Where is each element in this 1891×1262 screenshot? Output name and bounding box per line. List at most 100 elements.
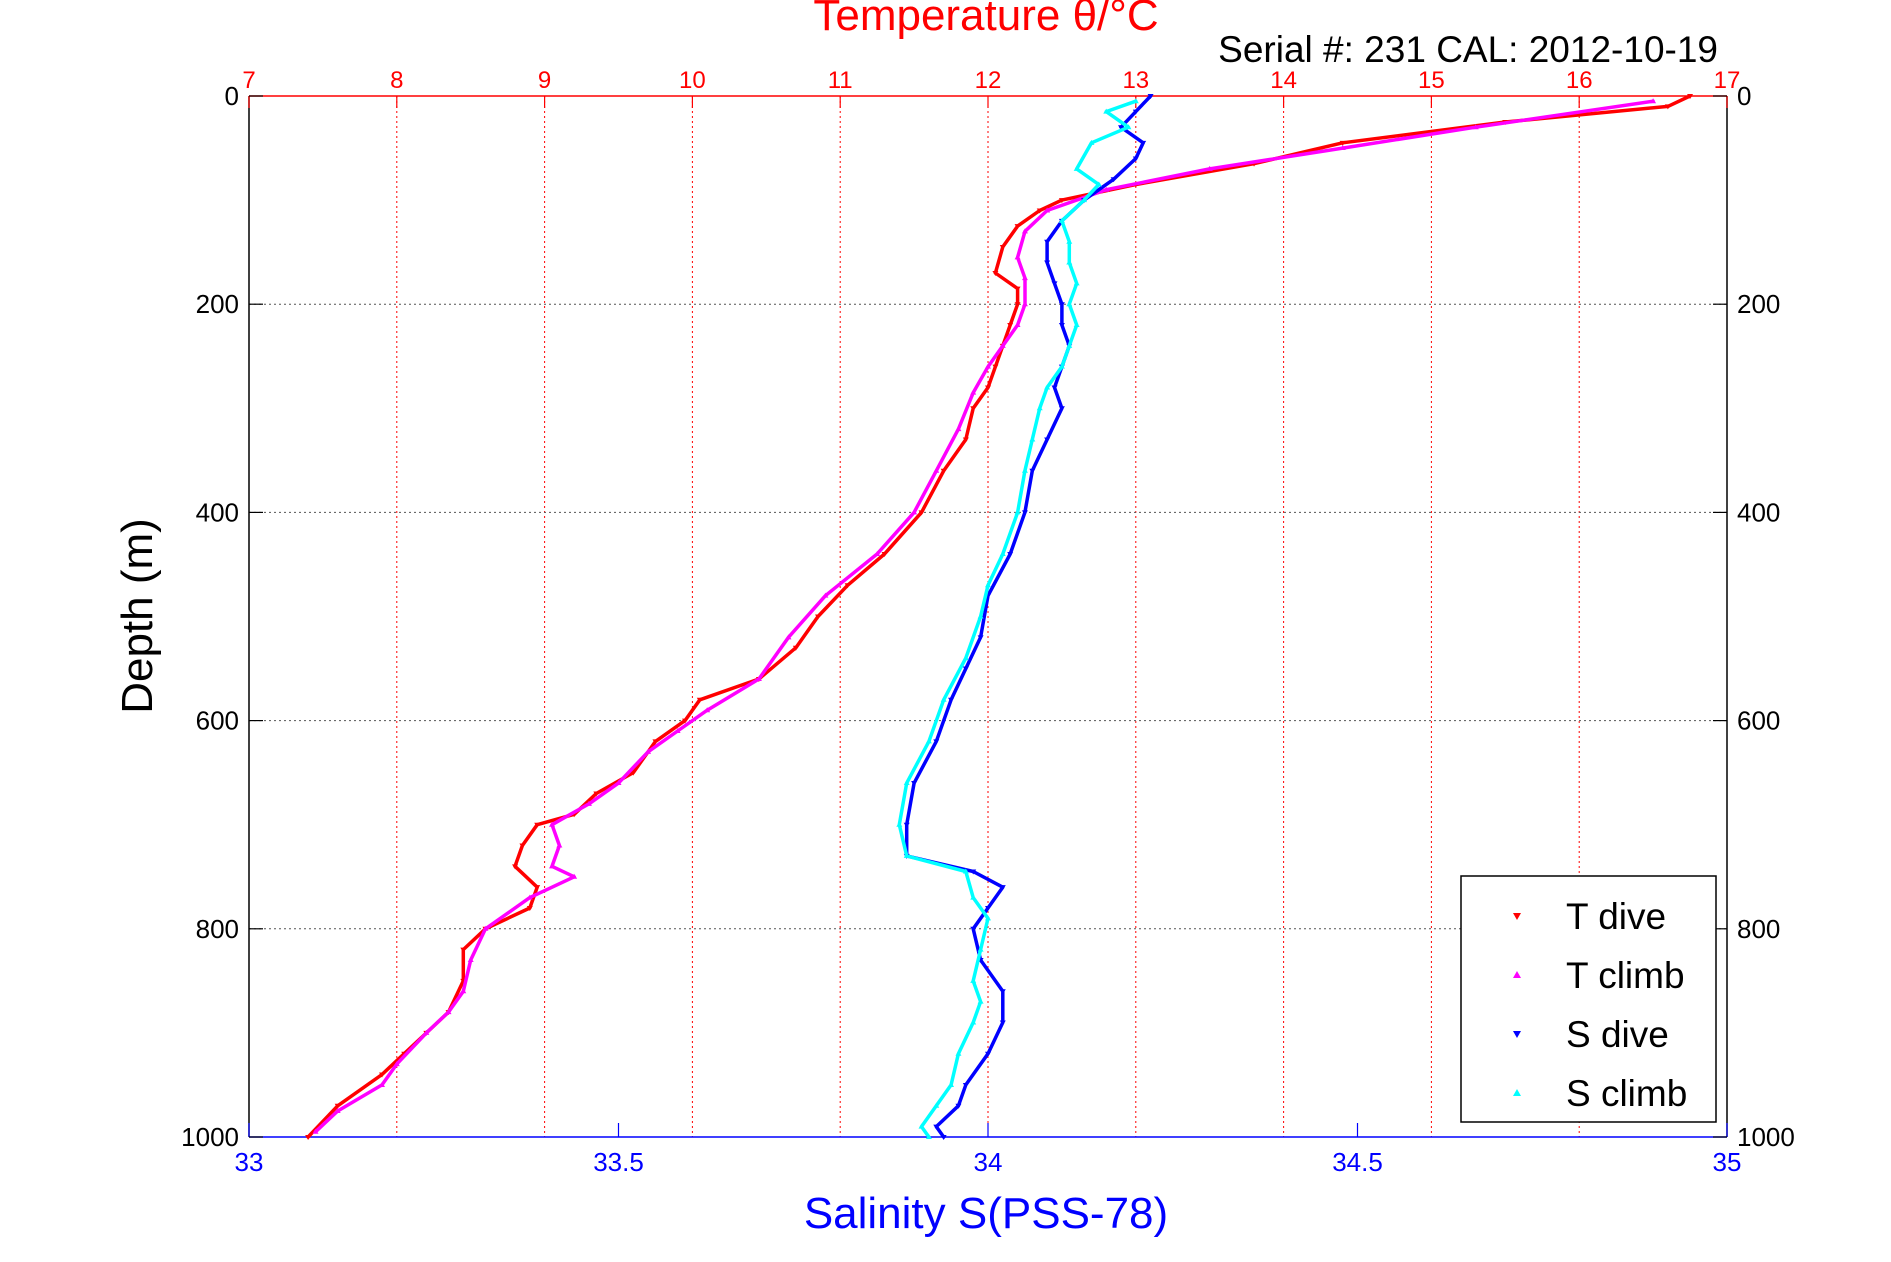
data-point: [445, 1009, 452, 1015]
top-tick-label: 15: [1418, 67, 1445, 94]
data-point: [682, 718, 689, 724]
data-point: [1650, 98, 1657, 104]
data-point: [999, 342, 1006, 348]
data-point: [1058, 198, 1065, 204]
data-point: [1044, 239, 1051, 245]
data-point: [755, 675, 762, 681]
data-point: [999, 885, 1006, 891]
bottom-tick-label: 33.5: [593, 1147, 644, 1177]
data-point: [512, 864, 519, 870]
legend-entry-label: T climb: [1566, 955, 1685, 996]
series-s-climb: [896, 98, 1139, 1139]
data-point: [482, 925, 489, 931]
data-point: [1095, 181, 1102, 187]
data-point: [896, 821, 903, 827]
top-tick-label: 12: [975, 67, 1002, 94]
data-point: [548, 821, 555, 827]
data-point: [1014, 286, 1021, 292]
data-point: [1132, 98, 1139, 104]
data-point: [792, 645, 799, 651]
right-tick-label: 400: [1737, 497, 1780, 527]
data-point: [1014, 509, 1021, 515]
data-point: [1029, 436, 1036, 442]
right-tick-label: 600: [1737, 706, 1780, 736]
data-point: [1007, 552, 1014, 558]
legend-marker: [1513, 1089, 1521, 1096]
data-point: [977, 946, 984, 952]
data-point: [534, 822, 541, 828]
data-point: [571, 873, 578, 879]
data-point: [379, 1072, 386, 1078]
data-point: [305, 1135, 312, 1140]
data-point: [704, 707, 711, 713]
data-point: [1014, 224, 1021, 230]
data-point: [1044, 384, 1051, 390]
data-point: [393, 1061, 400, 1067]
data-point: [977, 998, 984, 1004]
top-tick-label: 17: [1714, 67, 1741, 94]
legend-entry-label: T dive: [1566, 896, 1666, 937]
data-point: [1132, 109, 1139, 115]
data-point: [1021, 228, 1028, 234]
data-point: [933, 1102, 940, 1108]
bottom-tick-label: 35: [1713, 1147, 1742, 1177]
left-tick-label: 0: [225, 81, 239, 111]
data-point: [696, 697, 703, 703]
data-point: [1014, 322, 1021, 328]
data-point: [460, 947, 467, 953]
data-point: [977, 613, 984, 619]
series-s-dive: [903, 94, 1154, 1140]
data-point: [925, 738, 932, 744]
top-tick-label: 9: [538, 67, 551, 94]
data-point: [933, 1124, 940, 1130]
legend-marker: [1513, 971, 1521, 978]
data-point: [1339, 145, 1346, 151]
legend-marker: [1513, 1031, 1521, 1038]
legend-entry-label: S climb: [1566, 1073, 1687, 1114]
data-point: [1687, 94, 1694, 99]
data-point: [1664, 104, 1671, 110]
data-point: [955, 1050, 962, 1056]
top-tick-label: 11: [828, 67, 853, 94]
data-point: [999, 551, 1006, 557]
data-point: [962, 655, 969, 661]
bottom-tick-label: 33: [235, 1147, 264, 1177]
legend-box: [1460, 875, 1717, 1123]
data-point: [1036, 208, 1043, 214]
data-point: [1103, 186, 1110, 192]
data-point: [925, 1134, 932, 1139]
data-point: [1066, 301, 1073, 307]
data-point: [999, 244, 1006, 250]
data-point: [1021, 467, 1028, 473]
right-tick-label: 1000: [1737, 1122, 1795, 1152]
data-point: [460, 988, 467, 994]
data-point: [785, 634, 792, 640]
data-point: [1081, 197, 1088, 203]
data-point: [970, 1019, 977, 1025]
data-point: [1110, 177, 1117, 183]
data-point: [970, 869, 977, 875]
data-point: [615, 780, 622, 786]
data-point: [962, 437, 969, 443]
data-point: [903, 822, 910, 828]
data-point: [985, 1051, 991, 1057]
legend-marker: [1513, 913, 1521, 920]
x-axis-label: Salinity S(PSS-78): [804, 1189, 1168, 1238]
data-point: [1021, 275, 1028, 281]
data-point: [519, 843, 526, 849]
data-point: [1206, 165, 1213, 171]
data-point: [881, 552, 888, 558]
data-point: [985, 915, 991, 921]
data-point: [1073, 322, 1080, 328]
data-point: [652, 739, 659, 745]
data-point: [1103, 108, 1110, 114]
chart-subtitle: Serial #: 231 CAL: 2012-10-19: [1218, 29, 1718, 70]
left-tick-label: 200: [196, 289, 239, 319]
data-point: [903, 780, 910, 786]
bottom-tick-label: 34: [974, 1147, 1003, 1177]
data-point: [593, 791, 600, 797]
data-point: [1051, 281, 1058, 287]
series-line: [306, 94, 1692, 1139]
data-point: [1058, 363, 1065, 369]
data-point: [985, 582, 991, 588]
